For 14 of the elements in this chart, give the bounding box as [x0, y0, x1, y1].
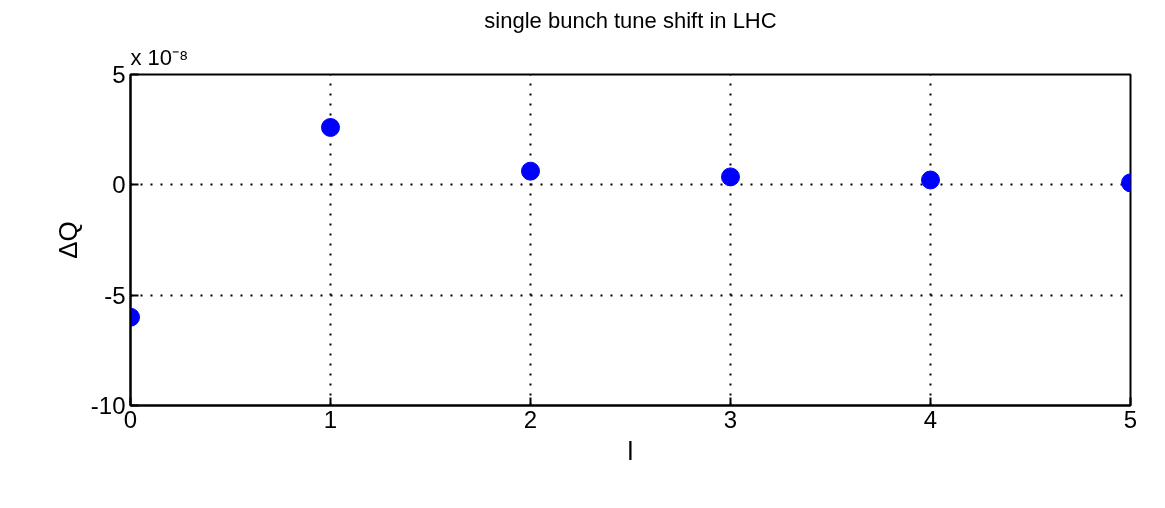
y-tick-label: 5: [112, 61, 126, 88]
point: [521, 161, 540, 181]
point: [721, 167, 740, 187]
y-tick-label: 0: [112, 171, 126, 199]
y-axis-title: ΔQ: [52, 221, 83, 259]
x-tick-label: 3: [723, 405, 738, 433]
chart-title: single bunch tune shift in LHC: [484, 7, 777, 33]
x-tick-label: 4: [923, 405, 938, 433]
y-tick-label: -5: [104, 281, 126, 309]
x-tick-label: 2: [523, 405, 538, 433]
x-axis-title: l: [627, 435, 634, 466]
text: x 10⁻⁸: [130, 44, 189, 70]
x-tick-label: 5: [1123, 405, 1138, 433]
x-tick-label: 1: [323, 405, 338, 433]
